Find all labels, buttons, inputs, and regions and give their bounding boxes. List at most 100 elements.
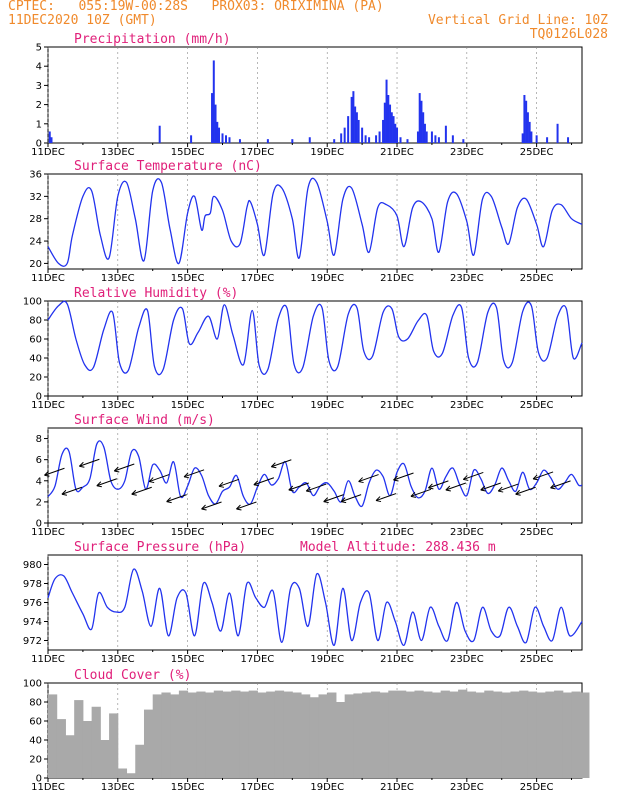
x-tick-label: 13DEC — [101, 782, 135, 793]
y-tick-label: 0 — [36, 139, 42, 150]
y-tick-label: 978 — [23, 579, 42, 590]
cloud-bar — [327, 692, 337, 778]
precip-bar — [354, 106, 357, 143]
precip-bar — [556, 123, 559, 143]
wind-arrow — [166, 494, 187, 503]
precip-bar — [364, 135, 367, 143]
y-tick-label: 80 — [29, 316, 42, 327]
wind-arrow — [288, 482, 309, 491]
precip-bar — [355, 112, 358, 143]
y-tick-label: 1 — [36, 119, 42, 130]
x-tick-label: 19DEC — [310, 400, 344, 411]
cloud-bar — [571, 691, 581, 778]
y-tick-label: 40 — [29, 736, 42, 747]
wind-arrowhead — [340, 497, 347, 504]
cloud-bar — [510, 691, 520, 778]
cloud-bar — [65, 735, 75, 778]
wind-arrowhead — [515, 489, 521, 496]
panel-title: Surface Wind (m/s) — [74, 413, 215, 428]
x-tick-label: 13DEC — [101, 273, 135, 284]
precip-bar — [389, 104, 392, 143]
cloud-bar — [126, 773, 136, 778]
wind-arrow — [114, 463, 135, 472]
x-tick-label: 15DEC — [171, 400, 205, 411]
cloud-bar — [475, 692, 485, 778]
precip-bar — [394, 123, 397, 143]
header-model-id: TQ0126L028 — [529, 27, 608, 42]
panel-title: Surface Pressure (hPa) — [74, 540, 246, 555]
cloud-bar — [379, 692, 389, 778]
x-tick-label: 19DEC — [310, 527, 344, 538]
y-tick-label: 100 — [23, 297, 42, 308]
x-tick-label: 15DEC — [171, 654, 205, 665]
header-line1: CPTEC: 055:19W-00:28S PROX03: ORIXIMINA … — [8, 0, 384, 14]
x-tick-label: 21DEC — [380, 527, 414, 538]
y-tick-label: 20 — [29, 755, 42, 766]
x-tick-label: 11DEC — [31, 527, 65, 538]
precip-bar — [530, 131, 533, 143]
x-tick-label: 13DEC — [101, 527, 135, 538]
precip-bar — [50, 137, 53, 143]
wind-arrowhead — [480, 485, 486, 492]
precip-bar — [368, 137, 371, 143]
cloud-bar — [82, 721, 93, 778]
cloud-bar — [335, 702, 346, 778]
x-tick-label: 21DEC — [380, 400, 414, 411]
x-tick-label: 25DEC — [520, 527, 554, 538]
cloud-bar — [266, 691, 276, 778]
precip-bar — [266, 139, 269, 143]
x-tick-label: 17DEC — [241, 527, 275, 538]
x-tick-label: 17DEC — [241, 147, 275, 158]
y-tick-label: 2 — [36, 497, 42, 508]
cloud-bar — [187, 692, 197, 778]
precip-bar — [462, 139, 465, 143]
cloud-bar — [196, 691, 206, 778]
precip-bar — [525, 100, 528, 143]
precip-bar — [387, 95, 390, 143]
wind-arrow — [445, 482, 467, 491]
x-tick-label: 19DEC — [310, 273, 344, 284]
panel-title: Precipitation (mm/h) — [74, 32, 231, 47]
wind-arrowhead — [96, 481, 102, 488]
cloud-bar — [458, 689, 468, 778]
precip-bar — [225, 135, 227, 143]
wind-arrow — [463, 471, 484, 480]
precip-bar — [567, 137, 570, 143]
wind-arrowhead — [183, 472, 190, 479]
cloud-bar — [248, 690, 258, 778]
cloud-bar — [205, 692, 215, 778]
precip-bar — [214, 104, 217, 143]
cloud-bar — [117, 768, 128, 778]
wind-arrowhead — [201, 504, 207, 511]
panel-title: Surface Temperature (nC) — [74, 159, 262, 174]
x-tick-label: 25DEC — [520, 654, 554, 665]
x-tick-label: 21DEC — [380, 654, 414, 665]
y-tick-label: 60 — [29, 335, 42, 346]
wind-arrowhead — [428, 483, 434, 490]
precip-bar — [418, 93, 421, 143]
series-line — [47, 300, 583, 376]
cloud-bar — [178, 690, 189, 778]
x-tick-label: 13DEC — [101, 400, 135, 411]
y-tick-label: 36 — [29, 170, 42, 181]
cloud-bar — [554, 690, 564, 778]
cloud-bar — [405, 691, 415, 778]
wind-arrowhead — [218, 481, 225, 488]
x-tick-label: 17DEC — [241, 782, 275, 793]
x-tick-label: 15DEC — [171, 147, 205, 158]
cloud-bar — [91, 706, 101, 778]
cloud-bar — [580, 692, 590, 778]
precip-bar — [347, 116, 350, 143]
cloud-bar — [301, 694, 311, 778]
x-tick-label: 15DEC — [171, 273, 205, 284]
wind-arrow — [61, 486, 83, 495]
x-tick-label: 11DEC — [31, 400, 65, 411]
series-line — [47, 177, 583, 267]
wind-arrow — [271, 459, 292, 468]
precip-bar — [352, 91, 355, 143]
precip-bar — [361, 127, 364, 143]
cloud-bar — [109, 713, 119, 778]
precip-bar — [238, 139, 241, 143]
y-tick-label: 5 — [36, 43, 42, 54]
wind-arrowhead — [410, 491, 417, 498]
